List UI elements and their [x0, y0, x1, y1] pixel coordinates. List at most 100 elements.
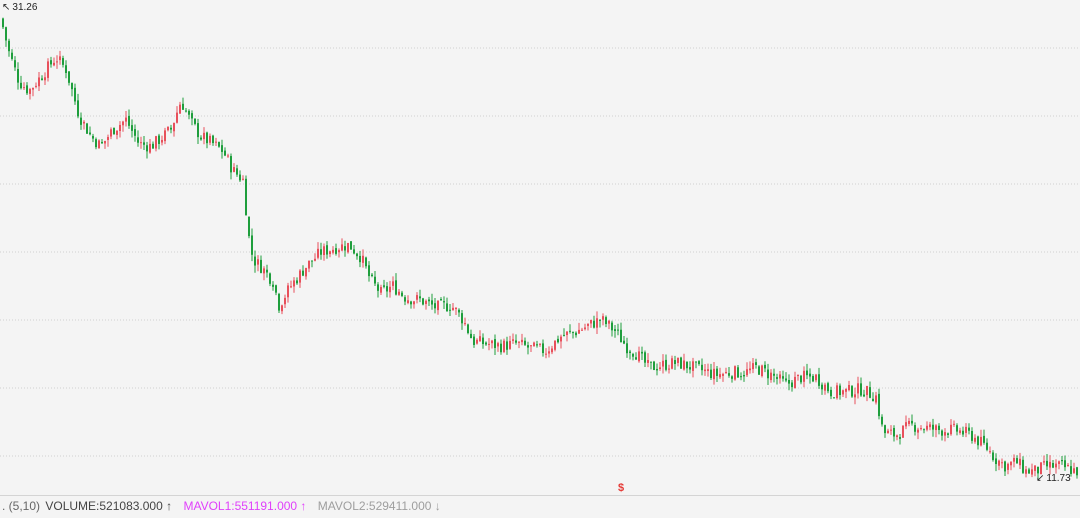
- candle-body: [701, 364, 703, 371]
- candle-body: [473, 336, 475, 345]
- candle: [584, 323, 586, 331]
- candle: [572, 331, 574, 339]
- candle-body: [452, 307, 454, 311]
- candle: [416, 292, 418, 304]
- candle: [710, 363, 712, 381]
- candle-body: [356, 253, 358, 257]
- candle-body: [572, 332, 574, 334]
- candle: [365, 256, 367, 269]
- candle-body: [551, 348, 553, 353]
- candle: [269, 272, 271, 287]
- candle: [143, 136, 145, 150]
- candle: [140, 136, 142, 149]
- candle-body: [731, 376, 733, 379]
- candle: [413, 300, 415, 309]
- candle: [749, 361, 751, 374]
- candle: [1070, 459, 1072, 477]
- candle: [263, 266, 265, 281]
- candle-body: [152, 143, 154, 149]
- candle: [1034, 465, 1036, 477]
- candle: [578, 322, 580, 334]
- candle-body: [893, 427, 895, 437]
- candle-body: [110, 129, 112, 137]
- candle: [206, 131, 208, 149]
- candle: [587, 323, 589, 331]
- candle: [89, 126, 91, 136]
- candle: [632, 352, 634, 361]
- candle-body: [23, 87, 25, 89]
- candle: [989, 446, 991, 454]
- candle-body: [467, 324, 469, 334]
- candle-body: [1076, 467, 1078, 476]
- low-price-annotation: ↙ 11.73: [1036, 473, 1071, 484]
- candle-body: [317, 248, 319, 258]
- candle-body: [929, 424, 931, 428]
- candle: [746, 362, 748, 377]
- candle-body: [53, 62, 55, 66]
- candle: [230, 153, 232, 180]
- candle: [194, 118, 196, 126]
- candle-body: [164, 130, 166, 142]
- candle-body: [722, 373, 724, 376]
- candle: [401, 290, 403, 298]
- candle-body: [74, 87, 76, 102]
- candle-body: [725, 371, 727, 374]
- candle-body: [500, 343, 502, 353]
- dividend-marker[interactable]: $: [618, 482, 625, 494]
- candle-body: [215, 141, 217, 143]
- candle: [317, 242, 319, 260]
- candle: [182, 97, 184, 110]
- candle: [905, 415, 907, 430]
- candle: [305, 267, 307, 280]
- candle-body: [860, 383, 862, 396]
- candle-body: [59, 56, 61, 61]
- candle: [26, 82, 28, 95]
- candlestick-chart[interactable]: ↖ 31.26 ↙ 11.73 $: [0, 0, 1080, 495]
- candle: [452, 302, 454, 311]
- candle: [278, 292, 280, 313]
- candle-body: [17, 69, 19, 83]
- candle-body: [455, 307, 457, 310]
- candle: [419, 289, 421, 303]
- candle-body: [1040, 462, 1042, 475]
- candle-body: [971, 430, 973, 441]
- candle: [737, 365, 739, 378]
- candle: [428, 296, 430, 307]
- candle-body: [449, 309, 451, 311]
- candle: [917, 427, 919, 440]
- candle: [827, 381, 829, 394]
- candle-body: [470, 333, 472, 339]
- candle: [212, 134, 214, 146]
- candle-body: [398, 291, 400, 295]
- candle: [2, 17, 4, 29]
- candle: [791, 379, 793, 392]
- candle: [239, 170, 241, 182]
- candle: [1016, 455, 1018, 464]
- candle: [296, 277, 298, 285]
- candle: [1019, 452, 1021, 470]
- candle: [455, 307, 457, 315]
- candle-body: [404, 297, 406, 302]
- candle-body: [794, 376, 796, 389]
- candle: [131, 119, 133, 138]
- candle: [683, 353, 685, 371]
- candle-body: [275, 285, 277, 293]
- candle-body: [779, 374, 781, 379]
- candle-body: [422, 298, 424, 305]
- candle-body: [32, 88, 34, 90]
- candle-body: [638, 351, 640, 362]
- indicator-params[interactable]: . (5,10): [2, 499, 41, 513]
- candle: [446, 297, 448, 312]
- candle: [83, 120, 85, 130]
- candle: [725, 367, 727, 374]
- candle-body: [383, 285, 385, 287]
- candle: [938, 423, 940, 435]
- candle: [554, 340, 556, 352]
- candle: [509, 335, 511, 350]
- candle: [1040, 462, 1042, 475]
- candle: [689, 361, 691, 374]
- candle-body: [182, 103, 184, 110]
- candle-body: [914, 425, 916, 432]
- candle: [854, 387, 856, 405]
- candle-body: [224, 150, 226, 156]
